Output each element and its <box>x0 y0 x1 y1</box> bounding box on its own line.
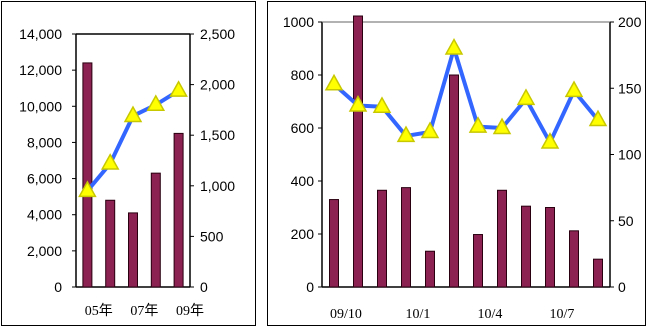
chart-1-left-tick-label: 0 <box>54 279 62 295</box>
chart-2-bar <box>425 250 435 288</box>
chart-2-line-point <box>492 117 512 135</box>
chart-2-bar <box>545 207 555 288</box>
chart-1-left-tick-label: 12,000 <box>19 62 62 78</box>
chart-1-left-tick-label: 10,000 <box>19 98 62 114</box>
chart-2-line-point <box>348 95 368 112</box>
chart-2-right-tick-label: 50 <box>618 213 634 229</box>
chart-2-x-tick-label: 10/1 <box>406 307 431 322</box>
chart-2-line-point <box>372 96 392 114</box>
chart-1-bar <box>105 199 116 288</box>
chart-1-frame <box>1 1 256 326</box>
chart-2-line-point <box>324 73 344 91</box>
chart-1-line-point <box>78 180 97 198</box>
chart-2-right-tick-label: 100 <box>618 147 642 163</box>
chart-2-left-tick-label: 1000 <box>283 14 314 30</box>
chart-1-right-tick-label: 1,500 <box>200 127 235 143</box>
chart-2-right-tick-label: 200 <box>618 14 642 30</box>
chart-2-bar <box>521 205 531 288</box>
chart-1-right-tick-label: 0 <box>200 279 208 295</box>
chart-1-right-tick-label: 500 <box>200 228 224 244</box>
chart-1-left-tick-label: 8,000 <box>27 134 62 150</box>
chart-2-left-tick-label: 200 <box>291 226 315 242</box>
chart-2-x-tick-label: 09/10 <box>330 307 362 322</box>
chart-2-bar <box>569 230 579 288</box>
chart-2-x-tick-label: 10/4 <box>478 307 503 322</box>
chart-1-bar <box>128 212 138 288</box>
chart-2-left-tick-label: 400 <box>291 173 315 189</box>
chart-2-line-point <box>564 80 584 98</box>
chart-2-line-point <box>516 88 536 106</box>
chart-2-bar <box>353 15 363 288</box>
chart-1-left-tick-label: 14,000 <box>19 26 62 42</box>
chart-2-frame <box>267 1 646 326</box>
chart-1-line-point <box>169 80 188 97</box>
chart-2-line-point <box>540 132 560 149</box>
chart-1-bar <box>173 132 184 288</box>
chart-2-line-point <box>444 38 464 55</box>
chart-2-bar <box>401 187 411 288</box>
chart-2-right-tick-label: 150 <box>618 80 642 96</box>
chart-2-line-point <box>396 125 416 143</box>
chart-2-bar <box>377 189 387 288</box>
chart-1-x-tick-label: 05年 <box>85 303 113 319</box>
chart-2-left-tick-label: 0 <box>306 279 314 295</box>
chart-2-line-series <box>332 46 600 145</box>
chart-1-left-tick-label: 6,000 <box>27 171 62 187</box>
chart-2: 0 200 400 600 800 1000 0 50 100 150 200 09/10 10/1 10… <box>283 14 642 322</box>
chart-2-bar <box>593 258 603 288</box>
chart-1-line-point <box>100 153 120 170</box>
chart-2-line-point <box>468 116 488 133</box>
chart-1-line-point <box>123 105 143 123</box>
chart-1-left-tick-label: 2,000 <box>27 243 62 259</box>
chart-1-right-tick-label: 2,000 <box>200 77 235 93</box>
chart-1-x-tick-label: 07年 <box>130 303 158 319</box>
chart-1-x-tick-label: 09年 <box>176 303 204 319</box>
chart-2-bar <box>329 199 339 288</box>
chart-1-right-tick-label: 1,000 <box>200 178 235 194</box>
chart-1-right-tick-label: 2,500 <box>200 26 235 42</box>
chart-1-bar <box>82 62 93 288</box>
chart-2-left-tick-label: 600 <box>291 120 315 136</box>
chart-2-line-point <box>420 121 440 139</box>
chart-2-left-tick-label: 800 <box>291 67 315 83</box>
chart-1-bar <box>150 172 161 288</box>
chart-2-line-point <box>588 109 608 127</box>
chart-1-left-tick-label: 4,000 <box>27 207 62 223</box>
chart-2-bar <box>497 189 507 288</box>
chart-1: 0 2,000 4,000 6,000 8,000 10,000 12,000 14,000 0… <box>19 26 235 319</box>
chart-2-bar <box>473 234 483 288</box>
chart-1-line-point <box>146 94 166 112</box>
chart-2-right-tick-label: 0 <box>618 279 626 295</box>
chart-2-bar <box>449 74 459 288</box>
chart-2-x-tick-label: 10/7 <box>550 307 575 322</box>
